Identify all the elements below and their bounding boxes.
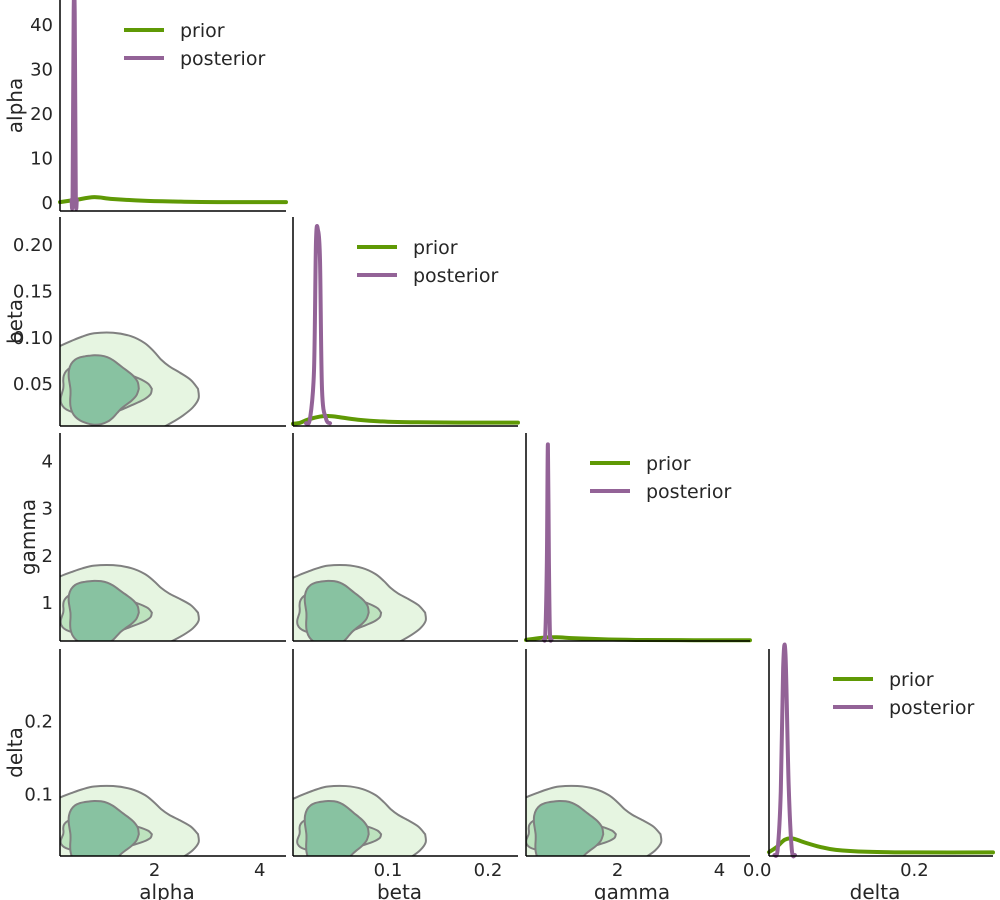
y-tick-label: 0.15 — [13, 281, 53, 302]
x-axis-label-gamma: gamma — [594, 880, 670, 900]
kde2d-contour-level-3 — [67, 354, 140, 426]
posterior-kde-line-beta — [304, 224, 332, 426]
legend-prior-label: prior — [646, 453, 691, 475]
diagonal-panel-delta: prior posterior — [767, 642, 995, 859]
y-tick-label: 2 — [42, 546, 53, 567]
row-ticks-alpha: 0 10 20 30 40 alpha — [3, 15, 53, 214]
y-tick-label: 1 — [42, 593, 53, 614]
kde2d-panel-delta-alpha — [60, 784, 200, 856]
y-tick-label: 4 — [42, 451, 53, 472]
x-axis-label-beta: beta — [377, 880, 422, 900]
y-tick-label: 0 — [42, 193, 53, 214]
x-axis-label-alpha: alpha — [139, 880, 194, 900]
legend-posterior-label: posterior — [646, 481, 731, 503]
y-tick-label: 0.20 — [13, 235, 53, 256]
x-tick-label: 2 — [149, 860, 160, 881]
kde2d-contour-level-3 — [303, 800, 370, 856]
y-tick-label: 10 — [30, 149, 53, 170]
y-axis-label-delta: delta — [3, 727, 27, 778]
kde2d-contour-level-3 — [67, 579, 140, 641]
y-tick-label: 3 — [42, 499, 53, 520]
y-axis-label-gamma: gamma — [16, 499, 40, 575]
posterior-kde-line-alpha — [69, 0, 79, 211]
y-tick-label: 0.10 — [13, 328, 53, 349]
legend-posterior-label: posterior — [889, 697, 974, 719]
y-tick-label: 40 — [30, 15, 53, 36]
kde2d-panel-gamma-alpha — [60, 563, 200, 641]
x-ticks-beta: 0.1 0.2 beta — [374, 860, 503, 900]
kde2d-contour-level-3 — [67, 800, 140, 856]
kde2d-panel-beta-alpha — [60, 331, 200, 426]
prior-kde-line-delta — [767, 836, 995, 855]
row-ticks-beta: 0.05 0.10 0.15 0.20 beta — [3, 235, 53, 395]
kde2d-contour-level-3 — [532, 800, 605, 856]
x-tick-label: 4 — [714, 860, 725, 881]
x-tick-label: 0.1 — [374, 860, 403, 881]
kde2d-panel-gamma-beta — [293, 563, 427, 641]
y-axis-label-beta: beta — [3, 299, 27, 344]
x-ticks-gamma: 2 4 gamma — [594, 860, 725, 900]
kde2d-panel-delta-beta — [293, 784, 427, 856]
posterior-kde-line-delta — [772, 642, 797, 859]
y-tick-label: 0.1 — [24, 784, 53, 805]
y-tick-label: 0.05 — [13, 374, 53, 395]
x-ticks-alpha: 2 4 alpha — [139, 860, 265, 900]
kde2d-panel-delta-gamma — [526, 784, 663, 856]
y-axis-label-alpha: alpha — [3, 78, 27, 133]
x-tick-label: 2 — [612, 860, 623, 881]
x-tick-label: 0.2 — [900, 860, 929, 881]
prior-kde-line-beta — [291, 414, 520, 426]
legend-prior-label: prior — [413, 237, 458, 259]
legend-posterior-label: posterior — [180, 48, 265, 70]
prior-kde-line-gamma — [524, 635, 752, 643]
y-tick-label: 0.2 — [24, 712, 53, 733]
y-tick-label: 20 — [30, 104, 53, 125]
x-tick-label: 0.2 — [474, 860, 503, 881]
x-tick-label: 4 — [254, 860, 265, 881]
kde2d-contour-level-3 — [303, 579, 370, 641]
diagonal-panel-alpha: prior posterior — [58, 0, 288, 211]
prior-kde-line-alpha — [58, 195, 288, 205]
diagonal-panel-beta: prior posterior — [291, 224, 520, 426]
y-tick-label: 30 — [30, 59, 53, 80]
x-axis-label-delta: delta — [850, 880, 901, 900]
row-ticks-gamma: 1 2 3 4 gamma — [16, 451, 53, 614]
posterior-kde-line-gamma — [541, 442, 554, 643]
legend-posterior-label: posterior — [413, 265, 498, 287]
diagonal-panel-gamma: prior posterior — [524, 442, 752, 643]
legend-prior-label: prior — [180, 20, 225, 42]
x-tick-label: 0.0 — [743, 860, 772, 881]
legend-prior-label: prior — [889, 669, 934, 691]
